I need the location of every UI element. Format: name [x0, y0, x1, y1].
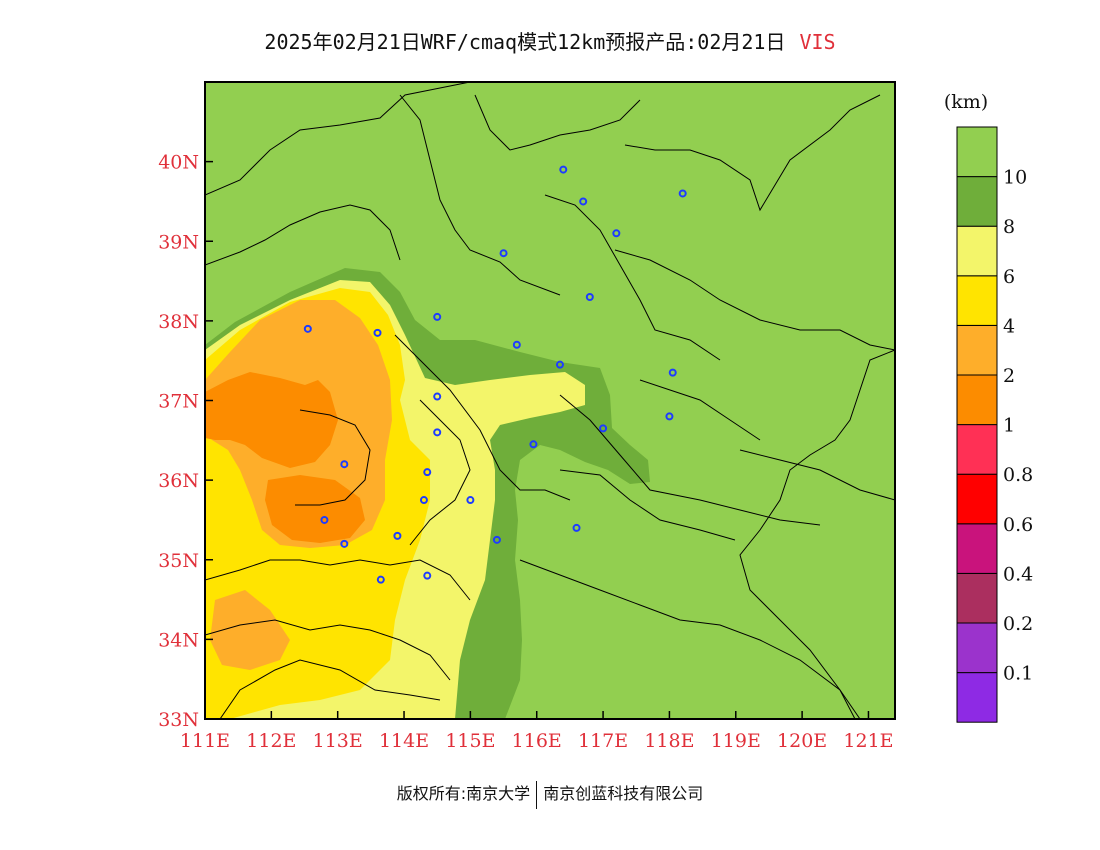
lon-tick-label: 111E: [180, 730, 230, 752]
lat-tick-label: 38N: [158, 311, 199, 333]
city-marker: [599, 424, 608, 433]
lon-tick-label: 119E: [711, 730, 761, 752]
lat-tick-label: 37N: [158, 391, 199, 413]
visibility-1-2-zone: [205, 372, 338, 468]
lat-tick-label: 33N: [158, 709, 199, 731]
legend-label: 4: [1003, 315, 1015, 337]
legend-swatch: [956, 176, 998, 227]
coastline: [739, 349, 895, 719]
lat-tick-label: 35N: [158, 550, 199, 572]
legend-swatch: [956, 126, 998, 178]
longitude-axis: 111E 112E 113E 114E 115E 116E 117E 118E 119E 120E…: [180, 711, 894, 752]
legend-swatch: [956, 523, 998, 574]
city-marker: [376, 575, 385, 584]
city-marker: [303, 324, 312, 333]
title-main: 2025年02月21日WRF/cmaq模式12km预报产品:02月21日: [264, 30, 786, 54]
lon-tick-label: 113E: [313, 730, 363, 752]
footer: 版权所有:南京大学 南京创蓝科技有限公司: [0, 780, 1100, 809]
lat-tick-label: 36N: [158, 470, 199, 492]
city-marker: [340, 539, 349, 548]
city-marker: [579, 197, 588, 206]
legend-swatch: [956, 275, 998, 326]
legend-unit: (km): [944, 91, 988, 113]
city-marker: [529, 440, 538, 449]
lon-tick-label: 118E: [644, 730, 694, 752]
legend-label: 1: [1003, 415, 1015, 437]
colorbar-legend: (km) 0.1 0.2 0.4 0.6 0.8 1 2 4 6 8 10: [944, 91, 1033, 723]
legend-swatch: [956, 473, 998, 525]
city-marker: [555, 360, 564, 369]
lon-tick-label: 117E: [578, 730, 628, 752]
lon-tick-label: 115E: [445, 730, 495, 752]
legend-label: 8: [1003, 216, 1015, 238]
city-markers: [303, 165, 687, 584]
lon-tick-label: 116E: [512, 730, 562, 752]
lon-tick-label: 114E: [379, 730, 429, 752]
admin-boundaries: [205, 82, 895, 719]
lat-tick-label: 39N: [158, 231, 199, 253]
footer-separator: [536, 780, 538, 809]
city-marker: [492, 535, 501, 544]
city-marker: [423, 571, 432, 580]
city-marker: [499, 249, 508, 258]
legend-swatch: [956, 324, 998, 376]
city-marker: [572, 523, 581, 532]
city-marker: [678, 189, 687, 198]
lon-tick-label: 112E: [246, 730, 296, 752]
legend-label: 0.4: [1003, 563, 1033, 585]
city-marker: [668, 368, 677, 377]
city-marker: [340, 460, 349, 469]
map-title: 2025年02月21日WRF/cmaq模式12km预报产品:02月21日 VIS: [0, 26, 1100, 55]
city-marker: [612, 229, 621, 238]
footer-company: 南京创蓝科技有限公司: [543, 784, 704, 803]
city-marker: [419, 496, 428, 505]
city-marker: [320, 515, 329, 524]
legend-label: 2: [1003, 365, 1015, 387]
legend-swatch: [956, 225, 998, 277]
city-marker: [433, 312, 442, 321]
visibility-2-4-zone-south: [210, 590, 290, 670]
lon-tick-label: 120E: [777, 730, 827, 752]
legend-label: 0.8: [1003, 464, 1033, 486]
legend-label: 0.6: [1003, 514, 1033, 536]
legend-swatch: [956, 672, 998, 723]
legend-label: 6: [1003, 266, 1015, 288]
city-marker: [559, 165, 568, 174]
title-variable: VIS: [799, 30, 836, 54]
visibility-1-2-zone-b: [265, 475, 365, 543]
latitude-axis: 33N 34N 35N 36N 37N 38N 39N 40N: [158, 152, 213, 731]
city-marker: [665, 412, 674, 421]
lat-tick-label: 34N: [158, 629, 199, 651]
city-marker: [423, 468, 432, 477]
legend-swatch: [956, 374, 998, 426]
lon-tick-label: 121E: [843, 730, 893, 752]
legend-swatch: [956, 424, 998, 475]
footer-copyright: 版权所有:南京大学: [396, 784, 531, 803]
legend-label: 0.2: [1003, 613, 1033, 635]
city-marker: [393, 531, 402, 540]
city-marker: [433, 428, 442, 437]
city-marker: [373, 328, 382, 337]
city-marker: [512, 340, 521, 349]
lat-tick-label: 40N: [158, 152, 199, 174]
map-plot: [205, 82, 895, 719]
city-marker: [585, 292, 594, 301]
legend-swatch: [956, 622, 998, 674]
legend-label: 0.1: [1003, 663, 1033, 685]
city-marker: [433, 392, 442, 401]
legend-label: 10: [1003, 167, 1027, 189]
legend-swatch: [956, 572, 998, 624]
city-marker: [466, 496, 475, 505]
